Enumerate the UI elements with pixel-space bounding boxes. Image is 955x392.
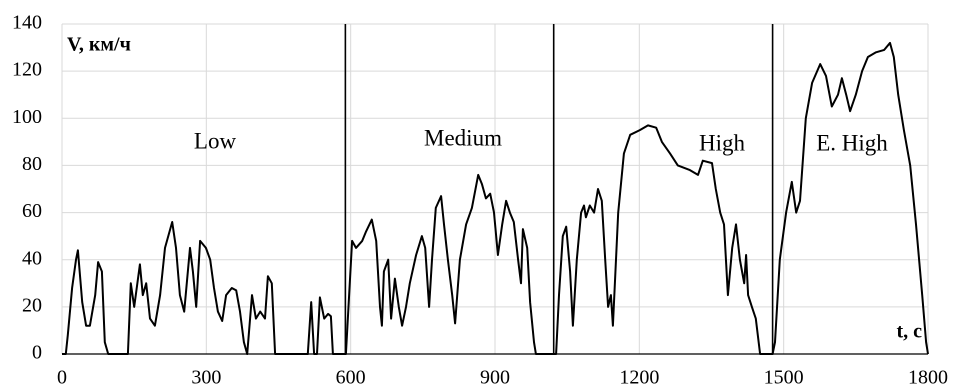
x-tick-label: 1800 <box>908 367 948 389</box>
y-tick-label: 140 <box>12 12 42 34</box>
y-tick-label: 20 <box>22 294 42 316</box>
y-tick-label: 100 <box>12 106 42 128</box>
y-tick-label: 0 <box>32 342 42 364</box>
y-tick-label: 60 <box>22 200 42 222</box>
y-axis-label: V, км/ч <box>67 34 131 56</box>
x-tick-label: 1500 <box>764 367 804 389</box>
speed-line <box>62 41 929 355</box>
phase-label: E. High <box>816 130 888 155</box>
phase-label: High <box>699 130 746 155</box>
x-tick-label: 600 <box>336 367 366 389</box>
x-axis-label: t, с <box>896 321 922 343</box>
x-tick-label: 1200 <box>619 367 659 389</box>
y-tick-label: 40 <box>22 247 42 269</box>
y-tick-label: 120 <box>12 59 42 81</box>
x-tick-label: 900 <box>480 367 510 389</box>
y-tick-label: 80 <box>22 153 42 175</box>
x-tick-label: 300 <box>191 367 221 389</box>
phase-label: Low <box>194 128 237 153</box>
phase-label: Medium <box>424 125 502 150</box>
x-tick-label: 0 <box>57 367 67 389</box>
